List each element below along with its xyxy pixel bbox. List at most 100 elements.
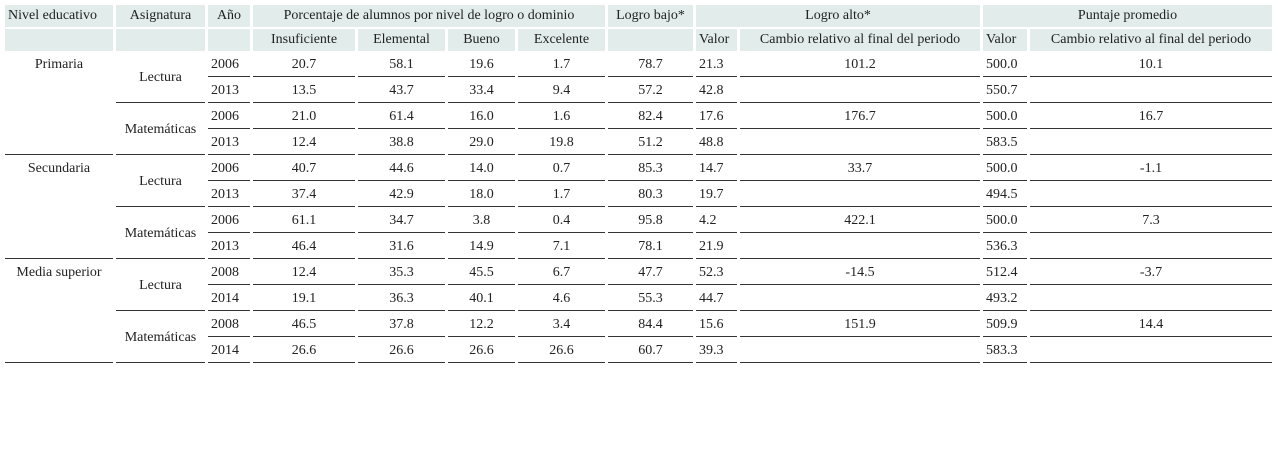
alto-cambio-cell: 422.1	[740, 209, 980, 233]
header-row-2: Insuficiente Elemental Bueno Excelente V…	[5, 29, 1272, 51]
elemental-cell: 26.6	[358, 339, 445, 363]
header-empty	[608, 29, 693, 51]
table-row: 2013 46.4 31.6 14.9 7.1 78.1 21.9 536.3	[5, 235, 1272, 259]
alto-cambio-cell	[740, 235, 980, 259]
bajo-cell: 78.7	[608, 53, 693, 77]
header-empty	[208, 29, 250, 51]
alto-cambio-cell	[740, 339, 980, 363]
excelente-cell: 0.7	[518, 157, 605, 181]
elemental-cell: 43.7	[358, 79, 445, 103]
bueno-cell: 3.8	[448, 209, 515, 233]
elemental-cell: 34.7	[358, 209, 445, 233]
header-cambio: Cambio relativo al final del periodo	[740, 29, 980, 51]
bueno-cell: 19.6	[448, 53, 515, 77]
alto-valor-cell: 52.3	[696, 261, 737, 285]
header-anio: Año	[208, 5, 250, 27]
anio-cell: 2013	[208, 235, 250, 259]
insuficiente-cell: 26.6	[253, 339, 355, 363]
table-row: 2014 19.1 36.3 40.1 4.6 55.3 44.7 493.2	[5, 287, 1272, 311]
elemental-cell: 37.8	[358, 313, 445, 337]
anio-cell: 2006	[208, 209, 250, 233]
alto-valor-cell: 15.6	[696, 313, 737, 337]
table-row: Primaria Lectura 2006 20.7 58.1 19.6 1.7 78.7 21…	[5, 53, 1272, 155]
puntaje-cambio-cell	[1030, 235, 1272, 259]
alto-cambio-cell	[740, 287, 980, 311]
bueno-cell: 29.0	[448, 131, 515, 155]
excelente-cell: 7.1	[518, 235, 605, 259]
puntaje-valor-cell: 550.7	[983, 79, 1027, 103]
puntaje-valor-cell: 493.2	[983, 287, 1027, 311]
puntaje-cambio-cell: 7.3	[1030, 209, 1272, 233]
alto-cambio-cell	[740, 131, 980, 155]
bajo-cell: 78.1	[608, 235, 693, 259]
puntaje-cambio-cell: 16.7	[1030, 105, 1272, 129]
alto-valor-cell: 42.8	[696, 79, 737, 103]
bajo-cell: 55.3	[608, 287, 693, 311]
puntaje-cambio-cell	[1030, 131, 1272, 155]
puntaje-valor-cell: 536.3	[983, 235, 1027, 259]
elemental-cell: 44.6	[358, 157, 445, 181]
bajo-cell: 80.3	[608, 183, 693, 207]
asignatura-cell: Lectura	[116, 261, 205, 311]
insuficiente-cell: 20.7	[253, 53, 355, 77]
puntaje-valor-cell: 583.5	[983, 131, 1027, 155]
alto-valor-cell: 21.9	[696, 235, 737, 259]
asignatura-cell: Lectura	[116, 53, 205, 103]
header-logro-alto: Logro alto*	[696, 5, 980, 27]
alto-valor-cell: 39.3	[696, 339, 737, 363]
bajo-cell: 82.4	[608, 105, 693, 129]
bueno-cell: 14.9	[448, 235, 515, 259]
header-porcentaje: Porcentaje de alumnos por nivel de logro…	[253, 5, 605, 27]
bueno-cell: 16.0	[448, 105, 515, 129]
alto-valor-cell: 14.7	[696, 157, 737, 181]
alto-valor-cell: 21.3	[696, 53, 737, 77]
header-cambio-puntaje: Cambio relativo al final del periodo	[1030, 29, 1272, 51]
header-empty	[5, 29, 113, 51]
alto-valor-cell: 4.2	[696, 209, 737, 233]
alto-cambio-cell: 151.9	[740, 313, 980, 337]
puntaje-valor-cell: 583.3	[983, 339, 1027, 363]
puntaje-cambio-cell: -1.1	[1030, 157, 1272, 181]
excelente-cell: 0.4	[518, 209, 605, 233]
elemental-cell: 42.9	[358, 183, 445, 207]
alto-cambio-cell	[740, 79, 980, 103]
bajo-cell: 84.4	[608, 313, 693, 337]
bueno-cell: 12.2	[448, 313, 515, 337]
insuficiente-cell: 13.5	[253, 79, 355, 103]
excelente-cell: 1.7	[518, 53, 605, 77]
bueno-cell: 26.6	[448, 339, 515, 363]
elemental-cell: 61.4	[358, 105, 445, 129]
puntaje-cambio-cell: -3.7	[1030, 261, 1272, 285]
header-logro-bajo: Logro bajo*	[608, 5, 693, 27]
alto-cambio-cell: -14.5	[740, 261, 980, 285]
elemental-cell: 31.6	[358, 235, 445, 259]
nivel-cell: Media superior	[5, 261, 113, 363]
bajo-cell: 51.2	[608, 131, 693, 155]
anio-cell: 2013	[208, 131, 250, 155]
elemental-cell: 58.1	[358, 53, 445, 77]
header-puntaje: Puntaje promedio	[983, 5, 1272, 27]
insuficiente-cell: 12.4	[253, 261, 355, 285]
puntaje-valor-cell: 500.0	[983, 53, 1027, 77]
header-asignatura: Asignatura	[116, 5, 205, 27]
excelente-cell: 4.6	[518, 287, 605, 311]
excelente-cell: 3.4	[518, 313, 605, 337]
anio-cell: 2006	[208, 53, 250, 77]
nivel-cell: Secundaria	[5, 157, 113, 259]
excelente-cell: 26.6	[518, 339, 605, 363]
puntaje-cambio-cell	[1030, 183, 1272, 207]
insuficiente-cell: 46.4	[253, 235, 355, 259]
asignatura-cell: Matemáticas	[116, 313, 205, 363]
insuficiente-cell: 61.1	[253, 209, 355, 233]
header-valor-puntaje: Valor	[983, 29, 1027, 51]
bueno-cell: 14.0	[448, 157, 515, 181]
table-row: 2013 13.5 43.7 33.4 9.4 57.2 42.8 550.7	[5, 79, 1272, 103]
header-row-1: Nivel educativo Asignatura Año Porcentaj…	[5, 5, 1272, 27]
puntaje-cambio-cell	[1030, 339, 1272, 363]
insuficiente-cell: 19.1	[253, 287, 355, 311]
bajo-cell: 57.2	[608, 79, 693, 103]
header-empty	[116, 29, 205, 51]
nivel-cell: Primaria	[5, 53, 113, 155]
bajo-cell: 85.3	[608, 157, 693, 181]
header-bueno: Bueno	[448, 29, 515, 51]
